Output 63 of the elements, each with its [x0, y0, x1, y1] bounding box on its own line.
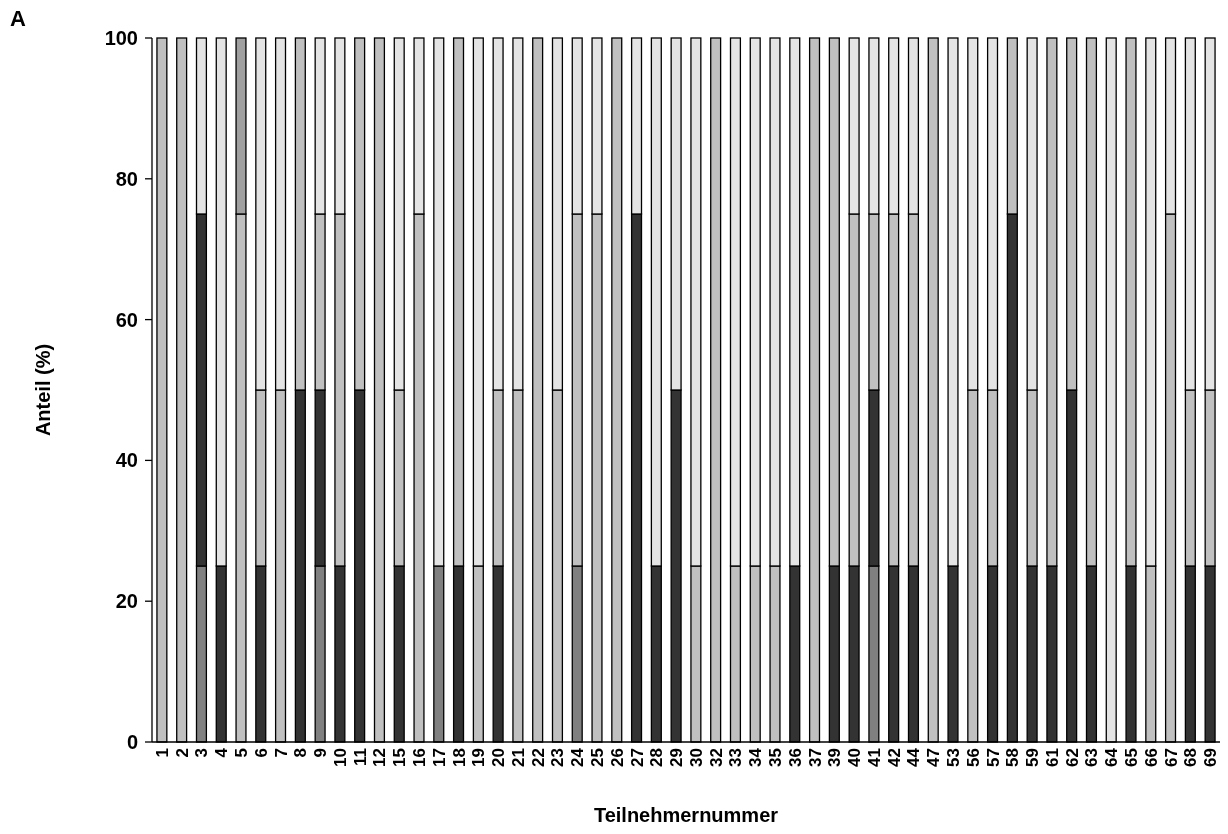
x-tick-label: 56	[963, 748, 983, 767]
x-tick-label: 5	[231, 748, 251, 758]
y-axis-title: Anteil (%)	[32, 343, 54, 437]
x-tick-label: 63	[1082, 748, 1102, 767]
y-tick-label: 0	[126, 731, 138, 753]
x-tick-label: 20	[489, 748, 509, 767]
x-tick-label: 1	[152, 748, 172, 758]
x-tick-label: 57	[983, 748, 1003, 767]
x-tick-label: 28	[647, 748, 667, 767]
x-tick-label: 32	[706, 748, 726, 767]
x-tick-label: 69	[1201, 748, 1221, 767]
x-tick-label: 16	[409, 748, 429, 767]
x-tick-label: 41	[864, 748, 884, 767]
y-tick-label: 40	[115, 449, 138, 472]
x-tick-label: 53	[943, 748, 963, 767]
x-tick-label: 6	[251, 748, 271, 758]
x-tick-label: 33	[726, 748, 746, 767]
x-tick-label: 66	[1141, 748, 1161, 767]
x-axis-title: Teilnehmernummer	[593, 804, 779, 826]
x-tick-label: 35	[765, 748, 785, 767]
y-tick-label: 60	[115, 308, 138, 331]
x-tick-label: 22	[528, 748, 548, 767]
x-tick-label: 39	[825, 748, 845, 767]
x-tick-label: 15	[390, 748, 410, 767]
x-tick-label: 4	[212, 747, 232, 758]
x-tick-label: 61	[1042, 748, 1062, 767]
x-tick-label: 18	[449, 748, 469, 767]
x-tick-label: 21	[508, 748, 528, 767]
x-tick-label: 68	[1181, 748, 1201, 767]
x-tick-label: 29	[667, 748, 687, 767]
x-tick-label: 8	[291, 748, 311, 758]
x-tick-label: 47	[924, 748, 944, 767]
x-tick-label: 12	[370, 748, 390, 767]
x-tick-label: 37	[805, 748, 825, 767]
x-tick-label: 9	[311, 748, 331, 758]
text: A	[10, 6, 26, 31]
x-tick-label: 62	[1062, 748, 1082, 767]
x-tick-label: 67	[1161, 748, 1181, 767]
x-tick-label: 24	[568, 747, 588, 767]
x-tick-label: 19	[469, 748, 489, 767]
x-tick-label: 7	[271, 748, 291, 758]
x-tick-label: 25	[587, 748, 607, 767]
x-tick-label: 27	[627, 748, 647, 767]
x-tick-label: 59	[1023, 748, 1043, 767]
x-tick-label: 64	[1102, 747, 1122, 767]
x-tick-label: 30	[686, 748, 706, 767]
x-tick-label: 34	[746, 747, 766, 767]
x-tick-label: 10	[330, 748, 350, 767]
x-tick-label: 40	[845, 748, 865, 767]
y-tick-label: 100	[104, 27, 138, 49]
x-tick-label: 3	[192, 748, 212, 758]
x-tick-label: 2	[172, 748, 192, 758]
x-tick-label: 17	[429, 748, 449, 767]
x-tick-label: 23	[548, 748, 568, 767]
x-tick-label: 42	[884, 748, 904, 767]
x-tick-label: 36	[785, 748, 805, 767]
x-tick-label: 65	[1121, 748, 1141, 767]
x-tick-label: 58	[1003, 748, 1023, 767]
y-tick-label: 20	[115, 590, 138, 613]
x-tick-label: 44	[904, 747, 924, 767]
x-tick-label: 26	[607, 748, 627, 767]
y-tick-label: 80	[115, 167, 138, 190]
x-tick-label: 11	[350, 748, 370, 766]
